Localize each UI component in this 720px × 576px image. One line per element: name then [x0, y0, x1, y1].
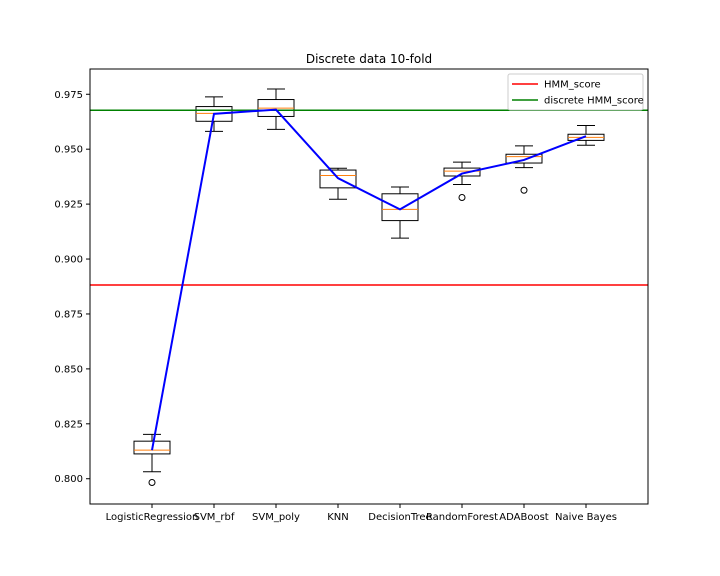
- x-tick-label: SVM_poly: [252, 512, 300, 523]
- x-tick-label: SVM_rbf: [194, 512, 235, 523]
- y-tick-label: 0.875: [54, 309, 83, 320]
- box-body: [381, 193, 419, 222]
- box-group: [505, 145, 543, 194]
- axes-frame: [89, 68, 649, 505]
- y-tick-label: 0.900: [54, 255, 83, 266]
- y-tick-label: 0.825: [54, 419, 83, 430]
- box-body: [505, 153, 543, 164]
- series-line: [151, 108, 587, 451]
- x-tick-label: KNN: [327, 512, 349, 523]
- box-group: [319, 167, 357, 200]
- y-tick-label: 0.950: [54, 145, 83, 156]
- box-body: [195, 106, 233, 122]
- legend-label: discrete HMM_score: [544, 96, 644, 107]
- x-tick-label: DecisionTree: [368, 512, 431, 523]
- box-group: [567, 124, 605, 146]
- legend-box: [507, 73, 644, 111]
- y-tick-label: 0.800: [54, 474, 83, 485]
- x-tick-label: ADABoost: [499, 512, 549, 523]
- box-outlier: [520, 186, 528, 194]
- box-body: [319, 169, 357, 189]
- y-tick-label: 0.975: [54, 90, 83, 101]
- box-body: [443, 167, 481, 177]
- y-tick-label: 0.850: [54, 364, 83, 375]
- x-tick-label: LogisticRegression: [106, 512, 199, 523]
- y-tick-label: 0.925: [54, 200, 83, 211]
- box-outlier: [458, 194, 466, 202]
- x-tick-label: Naive Bayes: [555, 512, 617, 523]
- legend-label: HMM_score: [544, 80, 601, 91]
- chart-title: Discrete data 10-fold: [306, 52, 432, 66]
- legend: HMM_score discrete HMM_score: [507, 73, 644, 111]
- box-outlier: [148, 478, 156, 486]
- x-tick-label: RandomForest: [426, 512, 498, 523]
- box-body: [133, 440, 171, 455]
- box-group: [257, 88, 295, 130]
